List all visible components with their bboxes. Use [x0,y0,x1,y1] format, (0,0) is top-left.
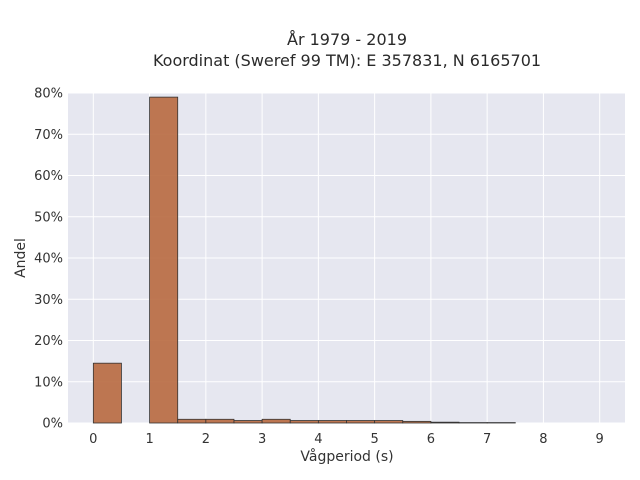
histogram-bar [289,420,319,424]
histogram-bar [261,418,291,424]
x-tick-label: 7 [483,432,491,447]
histogram-bar [205,418,235,424]
x-tick-label: 8 [539,432,547,447]
y-tick-label: 0% [42,417,63,432]
x-tick-label: 1 [145,432,153,447]
histogram-bar [402,420,432,424]
histogram-bar [149,96,179,424]
y-tick-label: 10% [34,375,63,390]
y-tick-label: 20% [34,334,63,349]
histogram-bar [92,362,122,424]
y-tick-label: 30% [34,293,63,308]
x-tick-label: 2 [202,432,210,447]
y-axis-title: Andel [13,238,29,278]
y-axis-ticks: 0% 10% 20% 30% 40% 50% 60% 70% 80% [34,87,63,432]
histogram-bar [346,420,376,424]
histogram-bar [430,421,460,424]
chart-subtitle: Koordinat (Sweref 99 TM): E 357831, N 61… [153,51,541,70]
x-tick-label: 3 [258,432,266,447]
y-tick-label: 60% [34,169,63,184]
y-tick-label: 80% [34,87,63,102]
bars [92,96,516,424]
y-tick-label: 70% [34,128,63,143]
histogram-bar [317,420,347,424]
y-tick-label: 50% [34,210,63,225]
x-tick-label: 4 [314,432,322,447]
x-axis-ticks: 0 1 2 3 4 5 6 7 8 9 [89,432,604,447]
x-tick-label: 5 [370,432,378,447]
chart-title: År 1979 - 2019 [287,30,407,49]
y-tick-label: 40% [34,252,63,267]
histogram-bar [374,420,404,424]
histogram-bar [177,418,207,424]
x-tick-label: 0 [89,432,97,447]
x-tick-label: 6 [427,432,435,447]
histogram-bar [233,420,263,424]
x-tick-label: 9 [596,432,604,447]
x-axis-title: Vågperiod (s) [300,448,393,465]
